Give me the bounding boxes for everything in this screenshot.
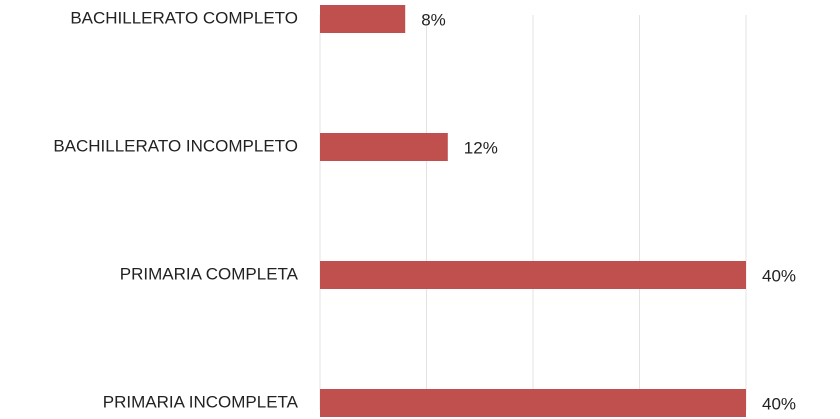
value-label: 12% — [464, 138, 498, 157]
bar — [320, 261, 746, 289]
category-label: PRIMARIA INCOMPLETA — [103, 392, 299, 411]
bar — [320, 133, 448, 161]
category-label: BACHILLERATO INCOMPLETO — [53, 136, 298, 155]
bar — [320, 389, 746, 417]
value-label: 40% — [762, 266, 796, 285]
value-label: 40% — [762, 394, 796, 413]
category-label: BACHILLERATO COMPLETO — [70, 8, 298, 27]
value-label: 8% — [421, 10, 446, 29]
bar — [320, 5, 406, 33]
category-label: PRIMARIA COMPLETA — [120, 264, 299, 283]
